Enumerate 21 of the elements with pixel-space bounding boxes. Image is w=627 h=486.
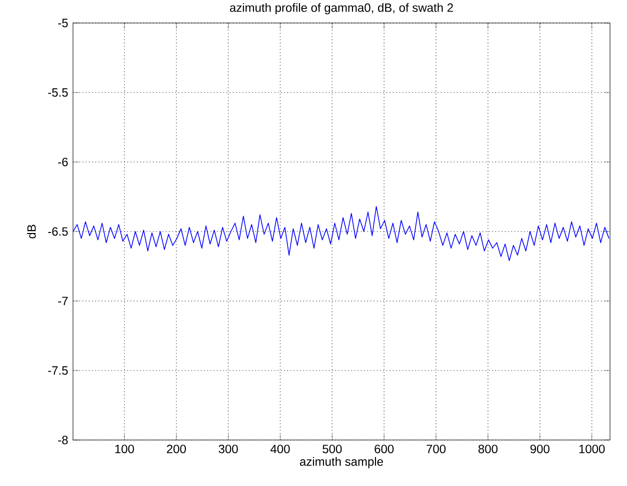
y-tick-label: -6 — [58, 158, 68, 166]
x-tick-label: 500 — [322, 444, 342, 454]
x-tick-label: 400 — [270, 444, 290, 454]
x-tick-label: 200 — [166, 444, 186, 454]
x-tick-label: 900 — [530, 444, 550, 454]
y-tick-label: -8 — [58, 436, 68, 444]
chart-title: azimuth profile of gamma0, dB, of swath 2 — [230, 3, 453, 14]
x-tick-label: 1000 — [579, 444, 605, 454]
y-tick-label: -7.5 — [48, 366, 68, 375]
x-axis-title: azimuth sample — [300, 457, 383, 468]
y-tick-label: -6.5 — [48, 227, 68, 236]
y-tick-label: -7 — [58, 296, 68, 306]
x-tick-label: 800 — [478, 444, 498, 454]
y-axis-title: dB — [26, 224, 36, 238]
y-tick-label: -5.5 — [48, 88, 68, 97]
line-series — [73, 206, 610, 262]
x-tick-label: 600 — [374, 444, 394, 454]
x-tick-label: 100 — [115, 444, 134, 454]
x-tick-label: 300 — [218, 444, 238, 454]
x-tick-label: 700 — [426, 444, 446, 454]
y-tick-label: -5 — [58, 18, 68, 28]
